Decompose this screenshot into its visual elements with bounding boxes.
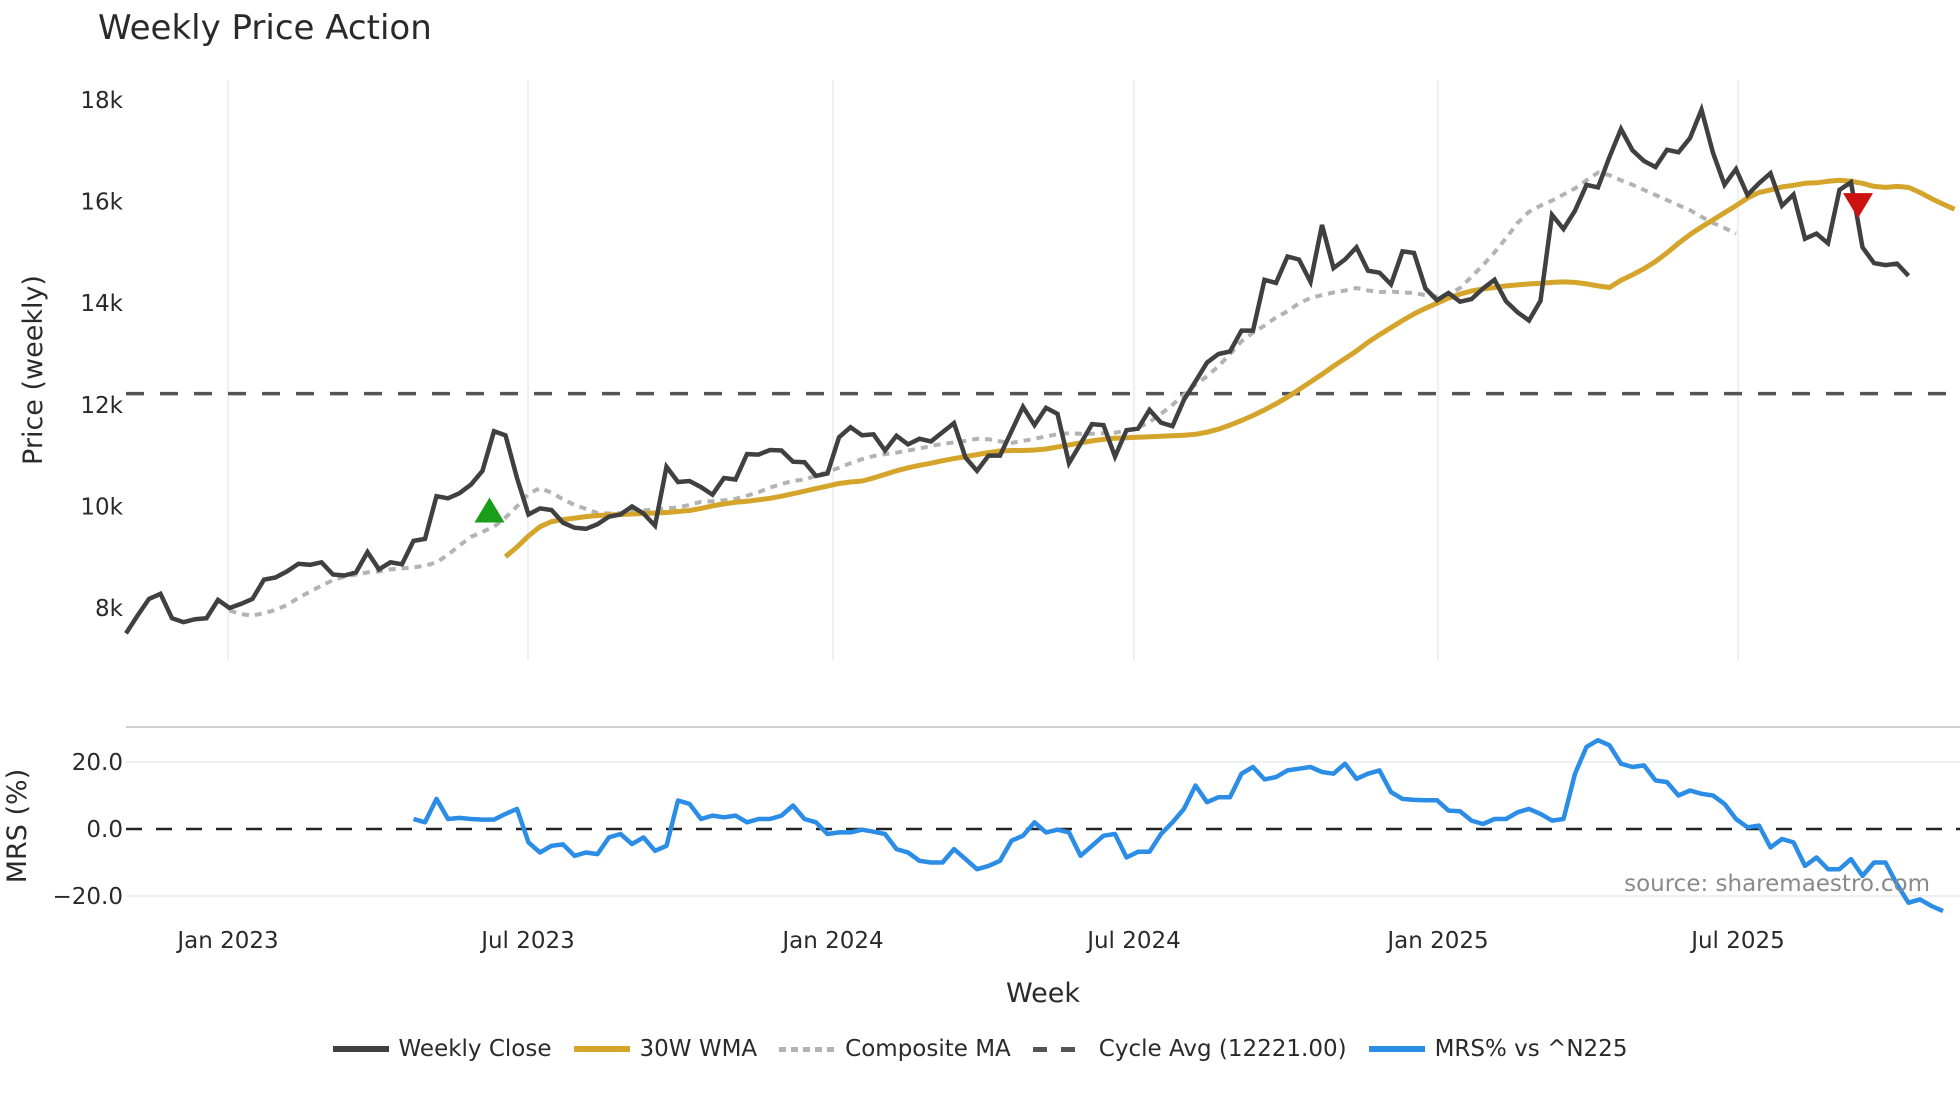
legend-swatch-icon xyxy=(779,1046,836,1052)
x-tick-label: Jan 2023 xyxy=(175,928,278,954)
x-tick-label: Jul 2023 xyxy=(479,928,575,954)
legend-swatch-icon xyxy=(1368,1046,1425,1052)
mrs-tick-label: 0.0 xyxy=(86,817,123,843)
legend: Weekly Close 30W WMA Composite MA Cycle Avg… xyxy=(0,1036,1960,1062)
price-y-axis-label: Price (weekly) xyxy=(18,275,49,465)
y-tick-label: 16k xyxy=(80,190,123,216)
mrs-y-axis-label: MRS (%) xyxy=(2,769,33,884)
legend-item-mrs[interactable]: MRS% vs ^N225 xyxy=(1368,1036,1628,1062)
x-tick-label: Jul 2025 xyxy=(1689,928,1785,954)
legend-swatch-icon xyxy=(332,1046,389,1052)
weekly-close-line xyxy=(124,102,1911,635)
price-y-ticks: 8k 10k 12k 14k 16k 18k xyxy=(80,88,123,622)
mrs-tick-label: −20.0 xyxy=(53,884,123,910)
y-tick-label: 8k xyxy=(95,596,124,622)
legend-swatch-icon xyxy=(573,1046,630,1052)
vertical-gridlines xyxy=(227,80,1739,660)
chart-title: Weekly Price Action xyxy=(98,8,432,48)
mrs-tick-label: 20.0 xyxy=(72,750,123,776)
y-tick-label: 12k xyxy=(80,393,123,419)
legend-label: Cycle Avg (12221.00) xyxy=(1098,1036,1347,1062)
source-label: source: sharemaestro.com xyxy=(1624,871,1930,897)
y-tick-label: 14k xyxy=(80,291,123,317)
x-tick-label: Jan 2025 xyxy=(1385,928,1488,954)
mrs-line xyxy=(412,737,1944,914)
legend-label: Weekly Close xyxy=(398,1036,552,1062)
y-tick-label: 18k xyxy=(80,88,123,114)
y-tick-label: 10k xyxy=(80,494,123,520)
legend-item-cycle-avg[interactable]: Cycle Avg (12221.00) xyxy=(1032,1036,1347,1062)
buy-signal-triangle-up-icon xyxy=(474,497,505,523)
legend-label: MRS% vs ^N225 xyxy=(1434,1036,1628,1062)
mrs-y-ticks: 20.0 0.0 −20.0 xyxy=(53,750,1960,910)
sell-signal-triangle-down-icon xyxy=(1843,193,1873,219)
legend-label: 30W WMA xyxy=(639,1036,758,1062)
x-axis-ticks: Jan 2023 Jul 2023 Jan 2024 Jul 2024 Jan 2025… xyxy=(175,928,1784,954)
legend-item-weekly-close[interactable]: Weekly Close xyxy=(332,1036,552,1062)
wma30-line xyxy=(503,177,1956,559)
legend-swatch-icon xyxy=(1032,1046,1089,1052)
x-tick-label: Jan 2024 xyxy=(780,928,883,954)
x-tick-label: Jul 2024 xyxy=(1085,928,1181,954)
x-axis-label: Week xyxy=(1006,978,1080,1009)
composite-ma-line xyxy=(228,170,1737,618)
legend-item-wma30[interactable]: 30W WMA xyxy=(573,1036,758,1062)
legend-label: Composite MA xyxy=(845,1036,1011,1062)
legend-item-composite-ma[interactable]: Composite MA xyxy=(779,1036,1011,1062)
